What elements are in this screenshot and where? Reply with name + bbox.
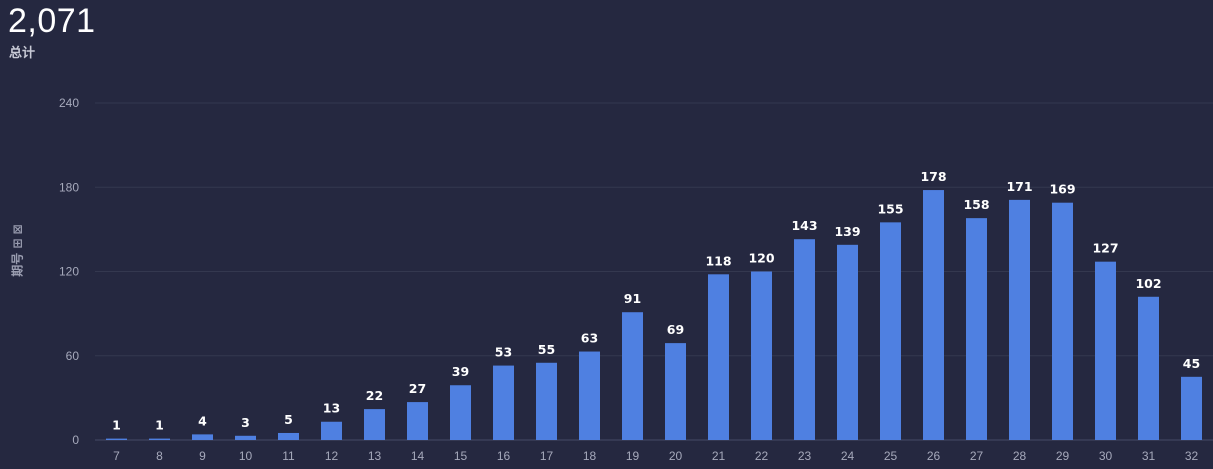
total-value: 2,071 (8, 2, 96, 40)
bar (493, 365, 514, 440)
x-tick-label: 11 (282, 449, 295, 463)
x-tick-label: 26 (927, 449, 941, 463)
bar (1138, 296, 1159, 440)
bar (579, 351, 600, 440)
x-tick-label: 17 (540, 449, 554, 463)
data-label: 63 (581, 331, 598, 346)
bar (321, 421, 342, 440)
bars (106, 190, 1202, 440)
data-label: 3 (241, 415, 250, 430)
total-label: 总计 (9, 46, 36, 61)
bar (751, 271, 772, 440)
bar (966, 218, 987, 440)
x-tick-label: 15 (454, 449, 468, 463)
data-label: 53 (495, 345, 512, 360)
data-label: 1 (155, 418, 164, 433)
x-tick-label: 13 (368, 449, 382, 463)
x-tick-label: 24 (841, 449, 855, 463)
data-label: 143 (791, 218, 817, 233)
data-label: 127 (1092, 241, 1118, 256)
x-tick-label: 21 (712, 449, 726, 463)
bar (1009, 199, 1030, 440)
data-label: 22 (366, 388, 383, 403)
data-label: 118 (705, 253, 731, 268)
data-label: 27 (409, 381, 426, 396)
x-tick-label: 9 (199, 449, 206, 463)
x-tick-label: 30 (1099, 449, 1113, 463)
x-tick-label: 28 (1013, 449, 1027, 463)
data-label: 169 (1049, 182, 1075, 197)
data-label: 45 (1183, 356, 1200, 371)
x-tick-label: 29 (1056, 449, 1070, 463)
data-label: 1 (112, 418, 121, 433)
data-label: 139 (834, 224, 860, 239)
x-tick-labels: 7 8 9 10 11 12 13 14 15 16 17 18 19 20 21 22 23 24 25 26 27 2… (113, 449, 1198, 463)
bar (622, 312, 643, 440)
bar (450, 385, 471, 440)
x-tick-label: 12 (325, 449, 339, 463)
data-label: 4 (198, 413, 207, 428)
data-label: 13 (323, 401, 340, 416)
data-label: 178 (920, 169, 946, 184)
data-label: 155 (877, 201, 903, 216)
bar (106, 438, 127, 440)
data-label: 39 (452, 364, 469, 379)
data-label: 171 (1006, 179, 1032, 194)
data-label: 120 (748, 251, 774, 266)
y-tick-label: 60 (66, 349, 80, 363)
bar (794, 239, 815, 440)
data-label: 5 (284, 412, 293, 427)
bar (364, 409, 385, 440)
bar (235, 435, 256, 440)
bar (1052, 202, 1073, 440)
data-label: 69 (667, 322, 684, 337)
bar (192, 434, 213, 440)
bar (837, 244, 858, 440)
bar (536, 362, 557, 440)
x-tick-label: 18 (583, 449, 597, 463)
bar (1095, 261, 1116, 440)
bar (923, 190, 944, 440)
x-tick-label: 32 (1185, 449, 1199, 463)
x-tick-label: 23 (798, 449, 812, 463)
y-tick-labels: 0 60 120 180 240 (59, 96, 79, 447)
bar (149, 438, 170, 440)
y-tick-label: 180 (59, 180, 79, 194)
grid-lines (95, 102, 1213, 441)
bar (1181, 376, 1202, 440)
y-tick-label: 0 (72, 433, 79, 447)
x-tick-label: 7 (113, 449, 120, 463)
x-tick-label: 25 (884, 449, 898, 463)
x-tick-label: 20 (669, 449, 683, 463)
y-tick-label: 240 (59, 96, 79, 110)
x-tick-label: 19 (626, 449, 640, 463)
x-tick-label: 8 (156, 449, 163, 463)
data-label: 102 (1135, 276, 1161, 291)
bar (407, 402, 428, 440)
bar (665, 343, 686, 440)
x-tick-label: 14 (411, 449, 425, 463)
bar (880, 222, 901, 440)
bar (708, 274, 729, 440)
bar (278, 432, 299, 440)
data-label: 55 (538, 342, 555, 357)
x-tick-label: 16 (497, 449, 511, 463)
x-tick-label: 27 (970, 449, 984, 463)
y-tick-label: 120 (59, 265, 79, 279)
x-tick-label: 10 (239, 449, 253, 463)
data-label: 91 (624, 291, 641, 306)
x-tick-label: 31 (1142, 449, 1156, 463)
x-tick-label: 22 (755, 449, 769, 463)
data-label: 158 (963, 197, 989, 212)
